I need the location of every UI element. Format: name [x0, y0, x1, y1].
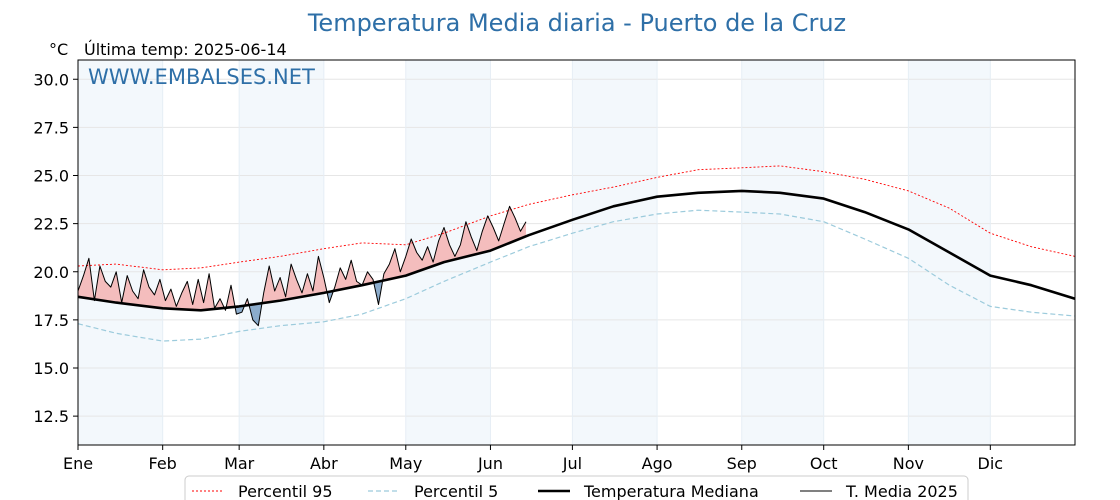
x-tick-label-jul: Jul [562, 454, 582, 473]
series-line-temperatura-mediana [77, 189, 1076, 312]
legend-label: Temperatura Mediana [583, 482, 759, 500]
x-tick-label-oct: Oct [810, 454, 838, 473]
y-axis: 12.5 15.0 17.5 20.0 22.5 25.0 27.5 30.0 [33, 70, 78, 426]
y-tick-label: 25.0 [33, 167, 69, 186]
y-tick-label: 15.0 [33, 359, 69, 378]
unit-label: °C [49, 40, 68, 59]
x-tick-label-jun: Jun [477, 454, 503, 473]
x-tick-label-nov: Nov [893, 454, 924, 473]
legend-label: Percentil 95 [238, 482, 333, 500]
month-shade-sep [741, 60, 824, 445]
watermark: WWW.EMBALSES.NET [88, 65, 315, 89]
series-line-t-media-2025 [77, 205, 527, 327]
legend-item-percentil-5: Percentil 5 [368, 482, 498, 500]
legend-label: T. Media 2025 [845, 482, 958, 500]
legend-item-t-media-2025: T. Media 2025 [800, 482, 958, 500]
legend-item-percentil-95: Percentil 95 [192, 482, 333, 500]
month-shading [78, 60, 991, 445]
y-tick-label: 22.5 [33, 215, 69, 234]
month-shade-jul [572, 60, 658, 445]
legend-label: Percentil 5 [414, 482, 498, 500]
gridlines [77, 60, 1075, 445]
anomaly-fill-below [327, 291, 333, 303]
chart-title: Temperatura Media diaria - Puerto de la … [307, 9, 846, 37]
series-lines [77, 165, 1076, 342]
legend-item-temperatura-mediana: Temperatura Mediana [538, 482, 759, 500]
x-tick-label-abr: Abr [310, 454, 338, 473]
anomaly-fill-above [333, 260, 374, 291]
month-shade-mar [239, 60, 324, 445]
x-tick-label-ago: Ago [642, 454, 673, 473]
x-tick-label-mar: Mar [224, 454, 255, 473]
anomaly-fill-above [262, 256, 327, 304]
y-tick-label: 30.0 [33, 70, 69, 89]
x-tick-label-may: May [389, 454, 422, 473]
legend-box [184, 475, 969, 500]
last-temp-label: Última temp: 2025-06-14 [84, 40, 287, 59]
x-tick-label-ene: Ene [63, 454, 93, 473]
x-tick-label-sep: Sep [727, 454, 757, 473]
anomaly-fill-above [226, 285, 235, 308]
y-tick-label: 27.5 [33, 118, 69, 137]
plot-frame [77, 59, 1076, 446]
y-tick-label: 17.5 [33, 311, 69, 330]
y-tick-label: 20.0 [33, 263, 69, 282]
month-shade-ene [78, 60, 163, 445]
x-tick-label-feb: Feb [149, 454, 177, 473]
series-line-percentil-95 [77, 165, 1076, 271]
anomaly-fill-above [383, 206, 526, 281]
x-tick-label-dic: Dic [978, 454, 1004, 473]
x-axis: Ene Feb Mar Abr May Jun Jul Ago Sep Oct Nov Dic [63, 445, 1003, 473]
anomaly-fill-below [374, 280, 383, 305]
legend: Percentil 95 Percentil 5 Temperatura Media… [184, 475, 969, 500]
anomaly-fills [78, 206, 526, 326]
anomaly-fill-below [249, 303, 262, 326]
series-line-percentil-5 [77, 209, 1076, 342]
y-tick-label: 12.5 [33, 407, 69, 426]
